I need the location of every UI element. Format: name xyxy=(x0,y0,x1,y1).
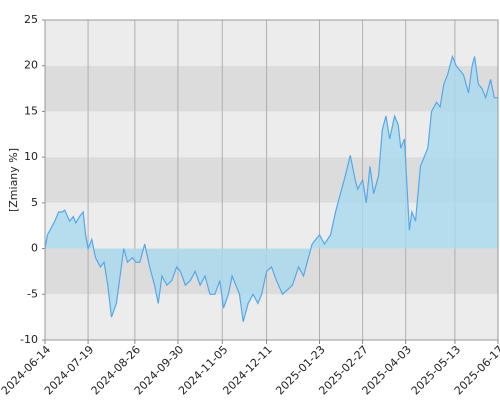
plot-frame xyxy=(44,19,499,341)
y-tick-label: 15 xyxy=(24,104,38,117)
y-tick-label: 5 xyxy=(31,196,38,209)
y-tick-label: 0 xyxy=(31,242,38,255)
plot-band xyxy=(45,20,498,66)
y-tick-label: 10 xyxy=(24,150,38,163)
plot-band xyxy=(45,65,498,112)
y-tick-label: 20 xyxy=(24,59,38,72)
y-tick-label: -10 xyxy=(20,333,38,346)
line xyxy=(44,54,498,322)
y-axis-label: [Zmiany %] xyxy=(7,148,20,212)
y-tick-label: 25 xyxy=(24,13,38,26)
plot-band xyxy=(45,294,498,340)
plot-band xyxy=(45,111,498,158)
y-tick-label: -5 xyxy=(27,287,38,300)
